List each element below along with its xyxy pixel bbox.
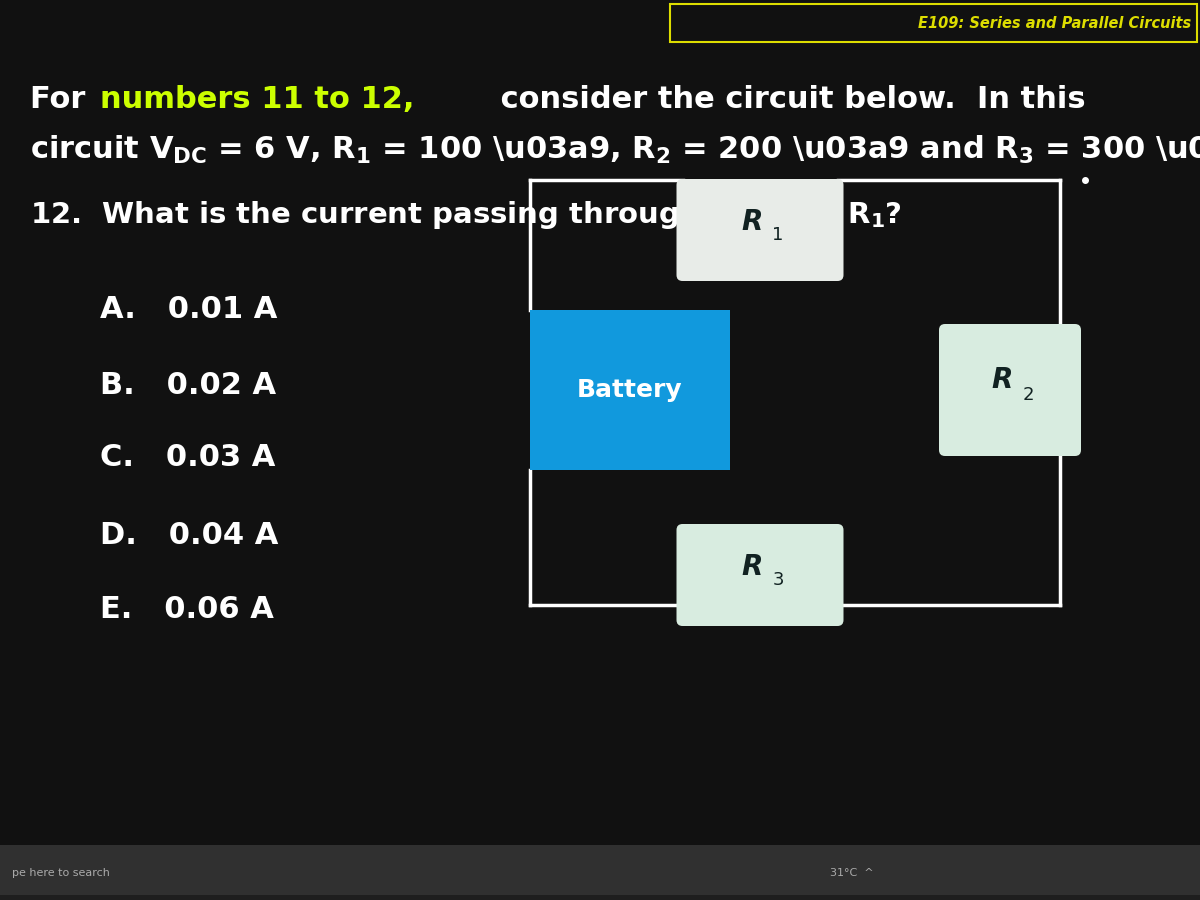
Bar	[670, 4, 1198, 42]
Text: A.   0.01 A: A. 0.01 A	[100, 295, 277, 325]
Text: consider the circuit below.  In this: consider the circuit below. In this	[490, 86, 1086, 114]
FancyBboxPatch shape	[940, 324, 1081, 456]
Text: D.   0.04 A: D. 0.04 A	[100, 520, 278, 550]
Text: 12.  What is the current passing through resistor $\mathregular{R_1}$?: 12. What is the current passing through …	[30, 199, 902, 231]
Text: pe here to search: pe here to search	[12, 868, 110, 878]
Text: R: R	[742, 208, 763, 236]
Bar	[530, 310, 730, 470]
Text: Battery: Battery	[577, 378, 683, 402]
Text: E.   0.06 A: E. 0.06 A	[100, 596, 274, 625]
Text: 1: 1	[773, 226, 784, 244]
Text: 3: 3	[773, 571, 784, 589]
Text: R: R	[991, 366, 1013, 394]
Text: C.   0.03 A: C. 0.03 A	[100, 444, 275, 472]
Text: numbers 11 to 12,: numbers 11 to 12,	[100, 86, 414, 114]
Text: circuit $\mathregular{V_{DC}}$ = 6 V, $\mathregular{R_1}$ = 100 \u03a9, $\mathre: circuit $\mathregular{V_{DC}}$ = 6 V, $\…	[30, 134, 1200, 166]
Bar	[0, 895, 1200, 900]
Bar	[0, 845, 1200, 900]
Text: E109: Series and Parallel Circuits: E109: Series and Parallel Circuits	[918, 15, 1190, 31]
Text: 31°C  ^: 31°C ^	[830, 868, 874, 878]
FancyBboxPatch shape	[677, 524, 844, 626]
Text: For: For	[30, 86, 96, 114]
Text: R: R	[742, 553, 763, 581]
Text: 2: 2	[1022, 386, 1033, 404]
Text: B.   0.02 A: B. 0.02 A	[100, 371, 276, 400]
FancyBboxPatch shape	[677, 179, 844, 281]
